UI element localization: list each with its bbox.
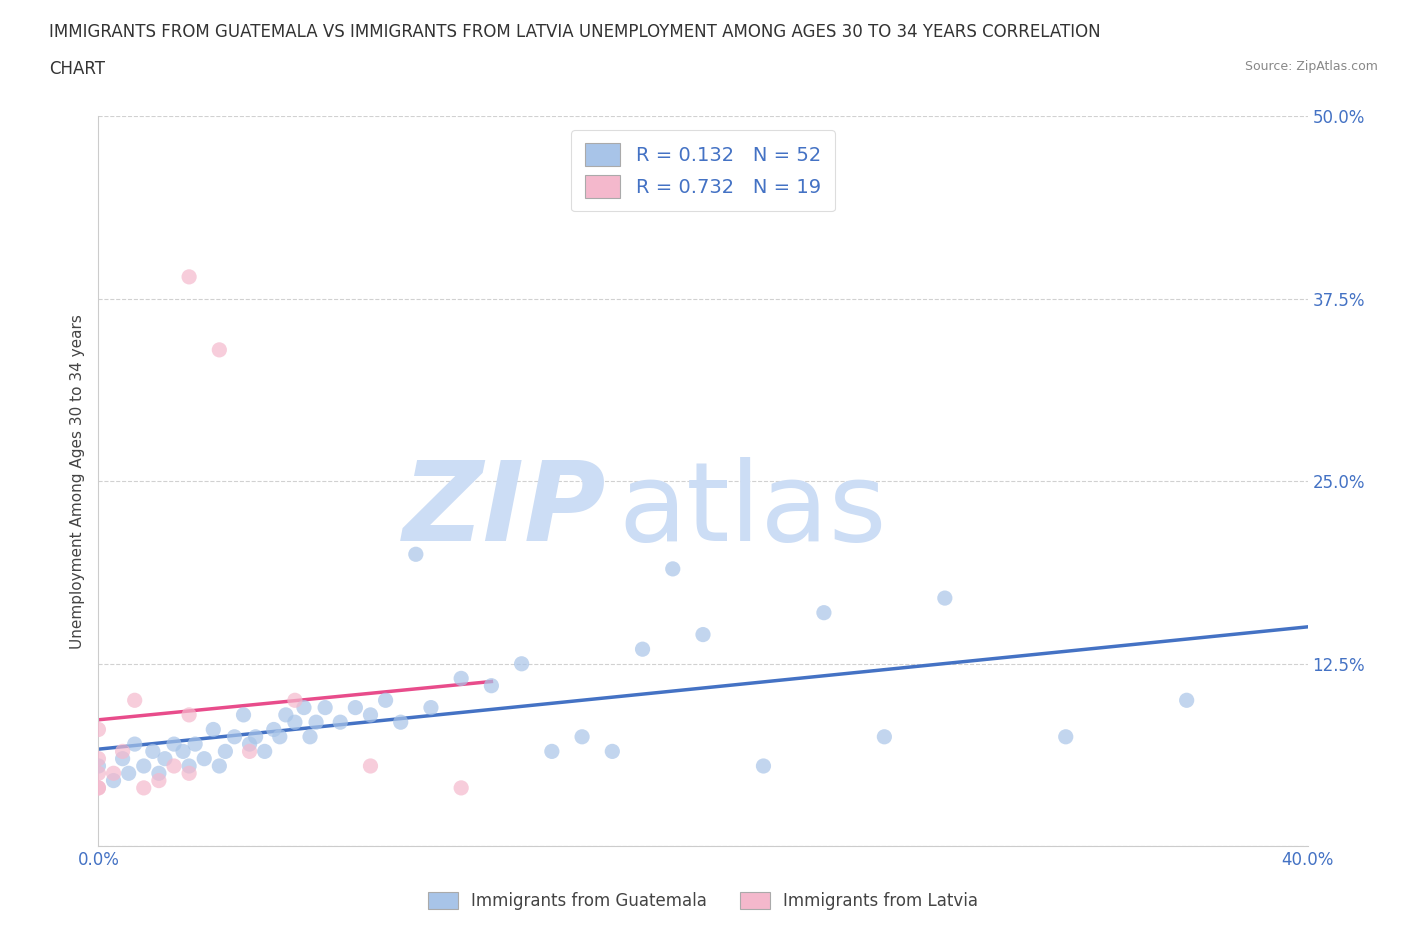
- Point: [314, 700, 336, 715]
- Text: Source: ZipAtlas.com: Source: ZipAtlas.com: [1244, 60, 1378, 73]
- Point: [692, 627, 714, 642]
- Point: [299, 729, 322, 744]
- Point: [813, 605, 835, 620]
- Point: [232, 708, 254, 723]
- Point: [329, 715, 352, 730]
- Point: [87, 751, 110, 766]
- Point: [389, 715, 412, 730]
- Point: [202, 722, 225, 737]
- Point: [163, 759, 186, 774]
- Point: [153, 751, 176, 766]
- Point: [245, 729, 267, 744]
- Legend: Immigrants from Guatemala, Immigrants from Latvia: Immigrants from Guatemala, Immigrants fr…: [420, 885, 986, 917]
- Point: [132, 780, 155, 795]
- Point: [292, 700, 315, 715]
- Point: [124, 737, 146, 751]
- Point: [405, 547, 427, 562]
- Text: IMMIGRANTS FROM GUATEMALA VS IMMIGRANTS FROM LATVIA UNEMPLOYMENT AMONG AGES 30 T: IMMIGRANTS FROM GUATEMALA VS IMMIGRANTS …: [49, 23, 1101, 41]
- Point: [344, 700, 367, 715]
- Point: [374, 693, 396, 708]
- Point: [284, 715, 307, 730]
- Point: [934, 591, 956, 605]
- Point: [118, 766, 141, 781]
- Point: [360, 759, 382, 774]
- Point: [148, 766, 170, 781]
- Point: [510, 657, 533, 671]
- Point: [1054, 729, 1077, 744]
- Point: [124, 693, 146, 708]
- Point: [263, 722, 285, 737]
- Point: [450, 671, 472, 685]
- Point: [284, 693, 307, 708]
- Point: [571, 729, 593, 744]
- Point: [103, 773, 125, 788]
- Text: atlas: atlas: [619, 457, 887, 564]
- Point: [274, 708, 297, 723]
- Point: [132, 759, 155, 774]
- Point: [602, 744, 624, 759]
- Point: [450, 780, 472, 795]
- Text: CHART: CHART: [49, 60, 105, 78]
- Point: [184, 737, 207, 751]
- Point: [87, 780, 110, 795]
- Point: [420, 700, 443, 715]
- Point: [239, 744, 262, 759]
- Point: [1175, 693, 1198, 708]
- Legend: R = 0.132   N = 52, R = 0.732   N = 19: R = 0.132 N = 52, R = 0.732 N = 19: [571, 129, 835, 211]
- Point: [87, 759, 110, 774]
- Point: [179, 766, 201, 781]
- Point: [179, 759, 201, 774]
- Point: [873, 729, 896, 744]
- Point: [172, 744, 194, 759]
- Point: [148, 773, 170, 788]
- Point: [103, 766, 125, 781]
- Y-axis label: Unemployment Among Ages 30 to 34 years: Unemployment Among Ages 30 to 34 years: [69, 313, 84, 649]
- Text: ZIP: ZIP: [402, 457, 606, 564]
- Point: [111, 751, 134, 766]
- Point: [163, 737, 186, 751]
- Point: [142, 744, 165, 759]
- Point: [360, 708, 382, 723]
- Point: [87, 780, 110, 795]
- Point: [752, 759, 775, 774]
- Point: [214, 744, 236, 759]
- Point: [253, 744, 276, 759]
- Point: [111, 744, 134, 759]
- Point: [87, 722, 110, 737]
- Point: [481, 678, 503, 693]
- Point: [239, 737, 262, 751]
- Point: [208, 759, 231, 774]
- Point: [179, 708, 201, 723]
- Point: [193, 751, 215, 766]
- Point: [269, 729, 291, 744]
- Point: [540, 744, 562, 759]
- Point: [224, 729, 246, 744]
- Point: [87, 766, 110, 781]
- Point: [305, 715, 328, 730]
- Point: [631, 642, 654, 657]
- Point: [208, 342, 231, 357]
- Point: [661, 562, 683, 577]
- Point: [179, 270, 201, 285]
